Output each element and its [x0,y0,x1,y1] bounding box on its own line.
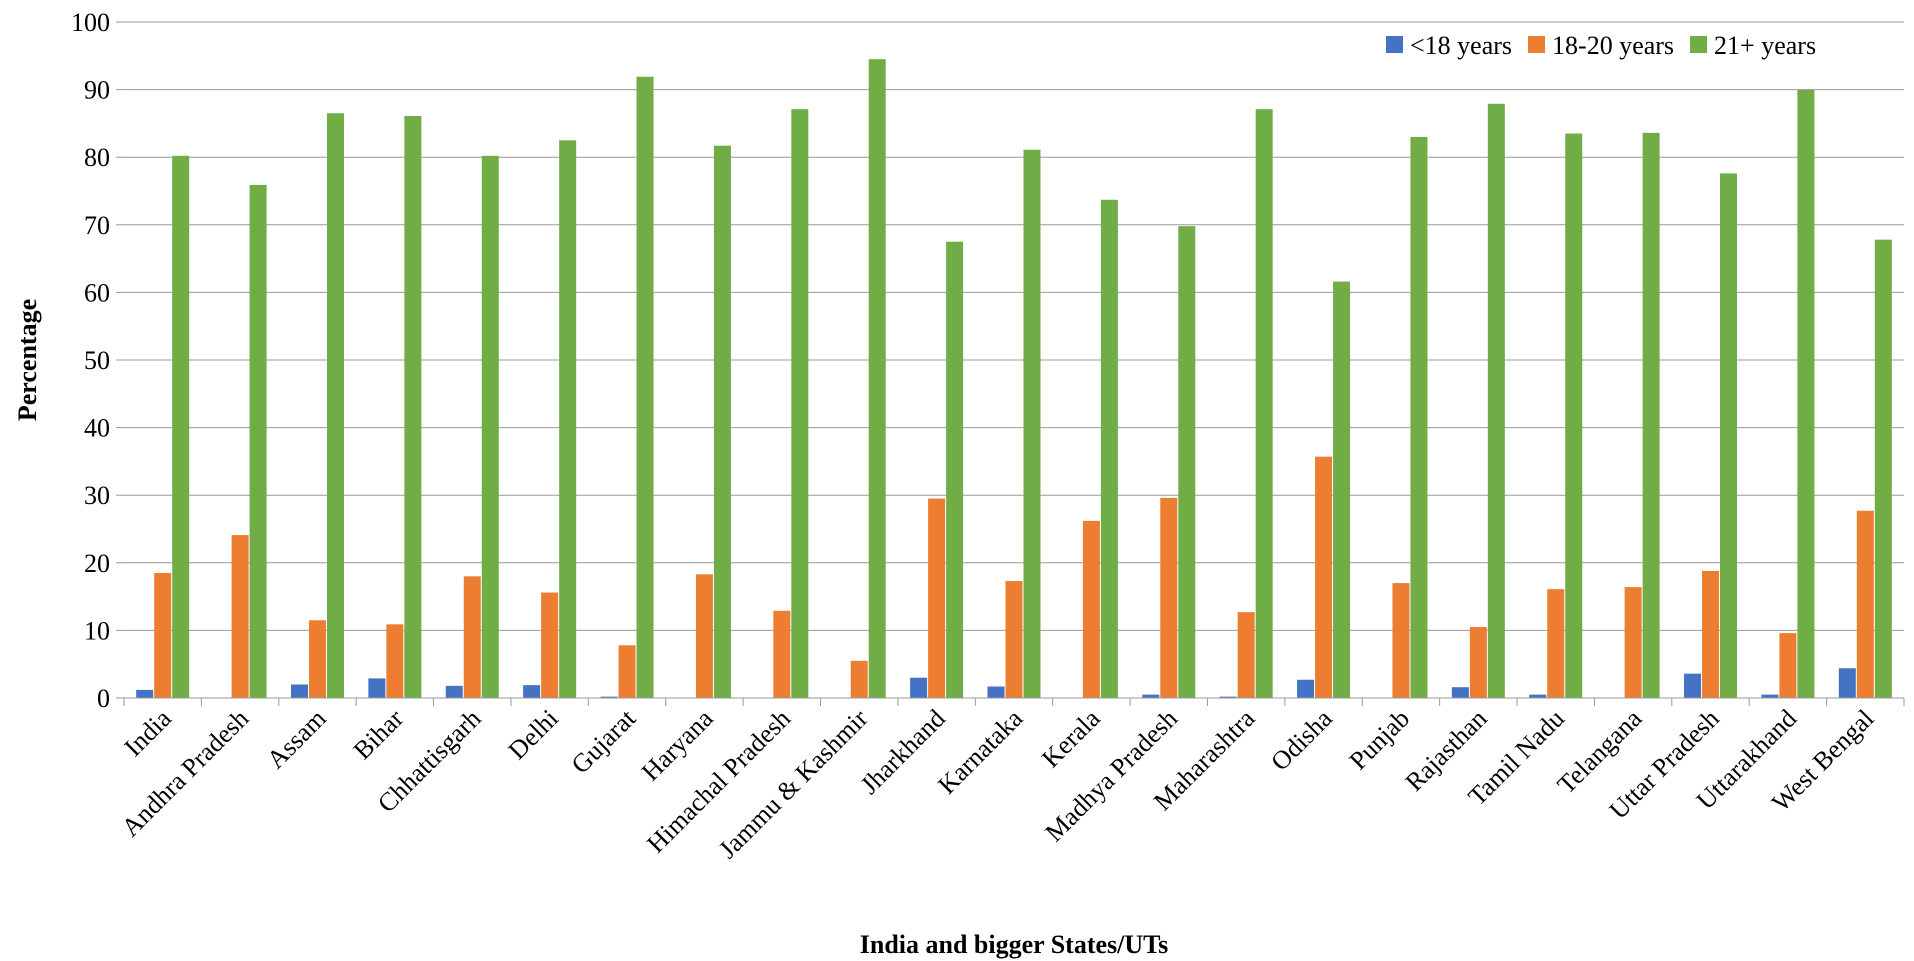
bar-maharashtra-series-1 [1219,696,1237,698]
bar-kerala-series-2 [1082,520,1100,698]
x-tick-label: India [119,703,178,762]
bar-west-bengal-series-3 [1874,239,1892,698]
bar-uttar-pradesh-series-2 [1702,570,1720,698]
y-axis-ticks: 0 10 20 30 40 50 60 70 80 90 100 [71,8,124,713]
bar-himachal-pradesh-series-2 [773,610,791,698]
x-tick-label: Bihar [348,703,410,765]
bar-india-series-2 [154,572,172,698]
y-tick-label: 10 [84,616,110,645]
bar-andhra-pradesh-series-3 [249,184,267,698]
bar-india-series-1 [136,689,154,698]
bar-madhya-pradesh-series-3 [1178,226,1196,699]
bar-jammu-kashmir-series-2 [850,660,868,698]
bar-delhi-series-2 [541,592,559,698]
bar-madhya-pradesh-series-1 [1142,694,1160,698]
bar-uttarakhand-series-1 [1761,694,1779,698]
bar-tamil-nadu-series-1 [1529,694,1547,698]
bar-jharkhand-series-1 [910,677,928,698]
y-tick-label: 60 [84,278,110,307]
legend-swatch [1386,36,1403,53]
bar-bihar-series-3 [404,115,422,699]
x-axis-title: India and bigger States/UTs [860,930,1168,959]
bar-punjab-series-3 [1410,136,1428,699]
bar-tamil-nadu-series-2 [1547,589,1565,698]
bar-bihar-series-2 [386,624,404,698]
bar-chhattisgarh-series-1 [445,685,463,698]
y-tick-label: 70 [84,211,110,240]
bar-telangana-series-2 [1624,587,1642,698]
bar-jharkhand-series-2 [928,498,946,698]
x-tick-label: Jammu & Kashmir [713,703,874,864]
y-tick-label: 50 [84,346,110,375]
bar-bihar-series-1 [368,678,386,698]
legend-label: <18 years [1410,31,1512,60]
bar-karnataka-series-1 [987,686,1005,698]
bar-jharkhand-series-3 [946,241,964,698]
bar-odisha-series-1 [1297,679,1315,698]
y-tick-label: 40 [84,414,110,443]
bar-maharashtra-series-2 [1237,612,1255,698]
x-tick-label: Jharkhand [855,704,951,800]
x-tick-label: Kerala [1036,703,1106,773]
y-tick-label: 20 [84,549,110,578]
x-tick-label: Punjab [1344,704,1416,776]
bar-rajasthan-series-3 [1487,103,1505,698]
bar-himachal-pradesh-series-3 [791,109,809,699]
legend-swatch [1528,36,1546,53]
bar-andhra-pradesh-series-2 [231,535,249,698]
bar-haryana-series-3 [713,145,731,698]
bar-maharashtra-series-3 [1255,109,1273,699]
bar-odisha-series-2 [1315,456,1333,698]
legend-label: 18-20 years [1552,31,1674,60]
bar-gujarat-series-1 [600,696,618,698]
y-tick-label: 100 [71,8,110,37]
y-tick-label: 90 [84,76,110,105]
bar-haryana-series-2 [695,574,713,698]
bar-jammu-kashmir-series-3 [868,59,886,699]
bar-uttarakhand-series-2 [1779,633,1797,698]
bar-assam-series-3 [326,113,344,698]
bar-gujarat-series-3 [636,76,654,699]
bar-gujarat-series-2 [618,645,636,698]
x-tick-label: Karnataka [932,703,1028,799]
legend-swatch [1690,36,1708,53]
bar-assam-series-1 [290,684,308,698]
bar-punjab-series-2 [1392,583,1410,698]
bar-rajasthan-series-1 [1451,687,1469,698]
legend-label: 21+ years [1714,31,1816,60]
bar-odisha-series-3 [1333,281,1351,698]
bar-telangana-series-3 [1642,132,1660,698]
bar-west-bengal-series-2 [1856,510,1874,698]
bar-karnataka-series-3 [1023,149,1041,698]
x-tick-label: Madhya Pradesh [1039,704,1183,848]
x-tick-label: Assam [261,704,332,775]
bar-west-bengal-series-1 [1838,668,1856,698]
bar-chhattisgarh-series-3 [481,155,499,698]
bar-uttarakhand-series-3 [1797,89,1815,699]
y-tick-label: 30 [84,481,110,510]
y-axis-title: Percentage [13,299,42,421]
bar-india-series-3 [172,155,190,698]
bar-uttar-pradesh-series-3 [1720,173,1738,698]
bar-tamil-nadu-series-3 [1565,133,1583,699]
bar-delhi-series-3 [559,140,577,699]
x-tick-label: Odisha [1265,703,1338,776]
x-tick-label: Himachal Pradesh [641,704,796,859]
bar-rajasthan-series-2 [1469,627,1487,698]
bar-uttar-pradesh-series-1 [1684,673,1702,698]
bar-madhya-pradesh-series-2 [1160,497,1178,698]
x-tick-label: Delhi [503,704,564,765]
bars [136,59,1892,699]
bar-kerala-series-3 [1100,199,1118,698]
bar-karnataka-series-2 [1005,581,1023,698]
bar-delhi-series-1 [523,685,541,698]
bar-assam-series-2 [308,620,326,698]
bar-chhattisgarh-series-2 [463,576,481,698]
y-tick-label: 80 [84,143,110,172]
legend: <18 years 18-20 years 21+ years [1386,31,1816,60]
x-tick-label: Gujarat [566,703,642,779]
y-tick-label: 0 [97,684,110,713]
